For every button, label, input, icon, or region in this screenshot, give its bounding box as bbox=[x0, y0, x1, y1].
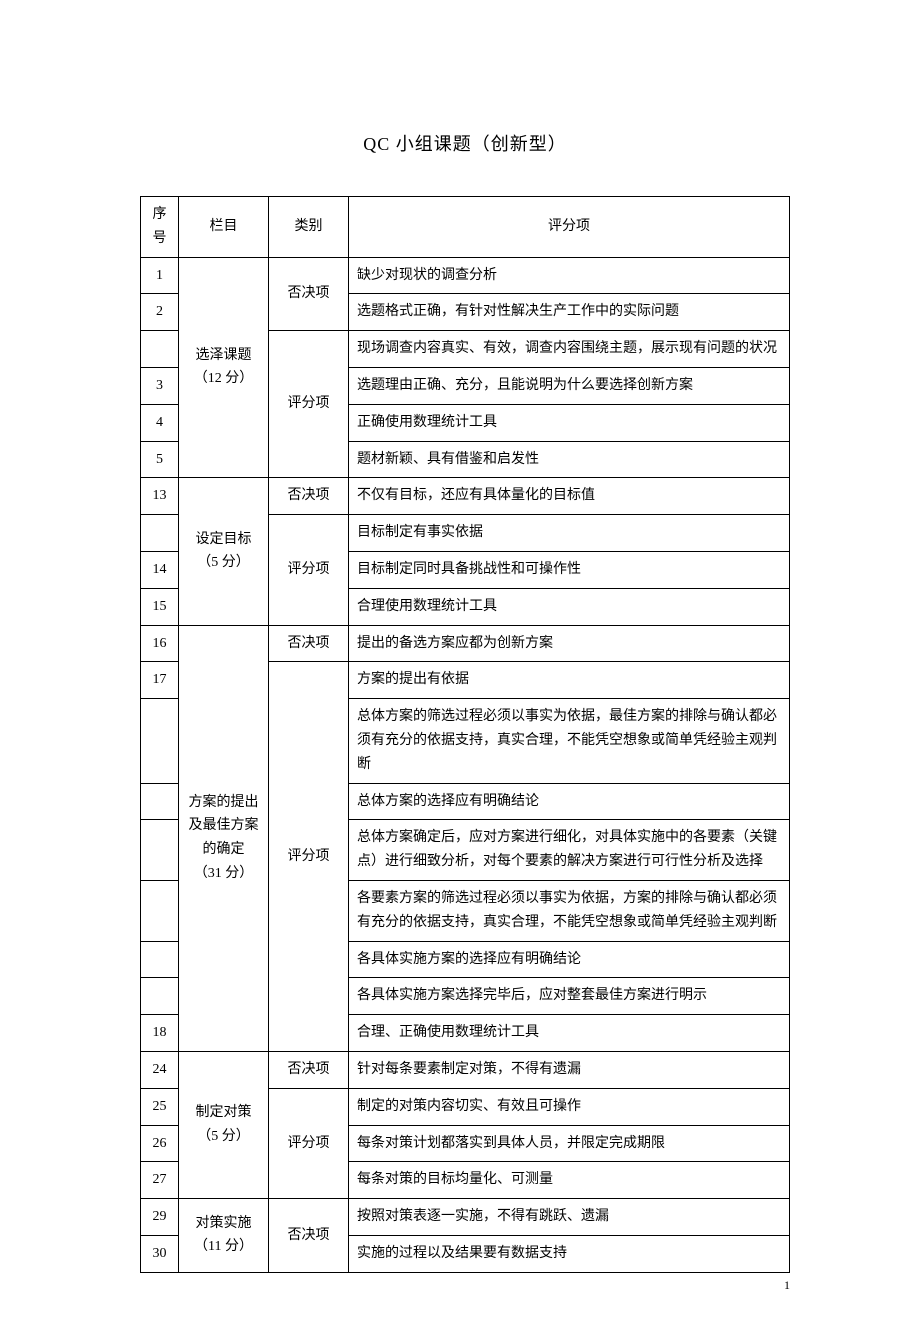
section-points: （12 分） bbox=[194, 371, 254, 386]
cell-item: 每条对策的目标均量化、可测量 bbox=[349, 1162, 790, 1199]
table-header-row: 序号 栏目 类别 评分项 bbox=[141, 197, 790, 258]
cell-category: 评分项 bbox=[269, 515, 349, 625]
cell-category: 评分项 bbox=[269, 331, 349, 478]
section-points: （31 分） bbox=[194, 866, 254, 881]
cell-seq bbox=[141, 978, 179, 1015]
table-row: 24 制定对策 （5 分） 否决项 针对每条要素制定对策，不得有遗漏 bbox=[141, 1051, 790, 1088]
cell-category: 否决项 bbox=[269, 625, 349, 662]
cell-seq: 26 bbox=[141, 1125, 179, 1162]
cell-item: 提出的备选方案应都为创新方案 bbox=[349, 625, 790, 662]
section-points: （5 分） bbox=[197, 1129, 250, 1144]
cell-item: 目标制定有事实依据 bbox=[349, 515, 790, 552]
cell-category: 否决项 bbox=[269, 478, 349, 515]
cell-item: 总体方案确定后，应对方案进行细化，对具体实施中的各要素（关键点）进行细致分析，对… bbox=[349, 820, 790, 881]
section-name: 对策实施 bbox=[196, 1216, 252, 1231]
cell-seq: 30 bbox=[141, 1235, 179, 1272]
cell-item: 正确使用数理统计工具 bbox=[349, 404, 790, 441]
cell-seq bbox=[141, 783, 179, 820]
cell-item: 按照对策表逐一实施，不得有跳跃、遗漏 bbox=[349, 1199, 790, 1236]
section-name: 选泽课题 bbox=[196, 348, 252, 363]
cell-item: 针对每条要素制定对策，不得有遗漏 bbox=[349, 1051, 790, 1088]
cell-item: 每条对策计划都落实到具体人员，并限定完成期限 bbox=[349, 1125, 790, 1162]
cell-item: 各具体实施方案选择完毕后，应对整套最佳方案进行明示 bbox=[349, 978, 790, 1015]
cell-category: 评分项 bbox=[269, 662, 349, 1052]
cell-item: 总体方案的选择应有明确结论 bbox=[349, 783, 790, 820]
scoring-table: 序号 栏目 类别 评分项 1 选泽课题 （12 分） 否决项 缺少对现状的调查分… bbox=[140, 196, 790, 1273]
cell-item: 选题理由正确、充分，且能说明为什么要选择创新方案 bbox=[349, 367, 790, 404]
cell-seq: 16 bbox=[141, 625, 179, 662]
cell-seq: 3 bbox=[141, 367, 179, 404]
header-item: 评分项 bbox=[349, 197, 790, 258]
cell-section: 选泽课题 （12 分） bbox=[179, 257, 269, 478]
cell-seq: 27 bbox=[141, 1162, 179, 1199]
cell-seq: 29 bbox=[141, 1199, 179, 1236]
table-row: 29 对策实施 （11 分） 否决项 按照对策表逐一实施，不得有跳跃、遗漏 bbox=[141, 1199, 790, 1236]
cell-category: 否决项 bbox=[269, 257, 349, 331]
cell-item: 总体方案的筛选过程必须以事实为依据，最佳方案的排除与确认都必须有充分的依据支持，… bbox=[349, 699, 790, 783]
cell-item: 合理使用数理统计工具 bbox=[349, 588, 790, 625]
page: QC 小组课题（创新型） 序号 栏目 类别 评分项 1 选泽课题 （12 分） bbox=[0, 0, 920, 1333]
cell-section: 设定目标 （5 分） bbox=[179, 478, 269, 625]
cell-seq bbox=[141, 515, 179, 552]
section-name: 方案的提出及最佳方案的确定 bbox=[189, 795, 259, 858]
cell-seq bbox=[141, 941, 179, 978]
cell-seq bbox=[141, 699, 179, 783]
section-name: 制定对策 bbox=[196, 1105, 252, 1120]
cell-category: 否决项 bbox=[269, 1199, 349, 1273]
header-category: 类别 bbox=[269, 197, 349, 258]
cell-category: 评分项 bbox=[269, 1088, 349, 1198]
cell-seq bbox=[141, 880, 179, 941]
cell-item: 现场调查内容真实、有效，调查内容围绕主题，展示现有问题的状况 bbox=[349, 331, 790, 368]
cell-item: 制定的对策内容切实、有效且可操作 bbox=[349, 1088, 790, 1125]
cell-item: 实施的过程以及结果要有数据支持 bbox=[349, 1235, 790, 1272]
table-row: 13 设定目标 （5 分） 否决项 不仅有目标，还应有具体量化的目标值 bbox=[141, 478, 790, 515]
cell-item: 选题格式正确，有针对性解决生产工作中的实际问题 bbox=[349, 294, 790, 331]
cell-seq: 14 bbox=[141, 551, 179, 588]
cell-item: 题材新颖、具有借鉴和启发性 bbox=[349, 441, 790, 478]
cell-seq: 25 bbox=[141, 1088, 179, 1125]
cell-seq: 5 bbox=[141, 441, 179, 478]
cell-seq: 2 bbox=[141, 294, 179, 331]
cell-seq: 17 bbox=[141, 662, 179, 699]
cell-seq bbox=[141, 820, 179, 881]
page-number: 1 bbox=[784, 1278, 790, 1293]
section-points: （5 分） bbox=[197, 555, 250, 570]
cell-section: 制定对策 （5 分） bbox=[179, 1051, 269, 1198]
section-name: 设定目标 bbox=[196, 532, 252, 547]
cell-section: 方案的提出及最佳方案的确定 （31 分） bbox=[179, 625, 269, 1051]
cell-item: 不仅有目标，还应有具体量化的目标值 bbox=[349, 478, 790, 515]
header-seq: 序号 bbox=[141, 197, 179, 258]
cell-item: 方案的提出有依据 bbox=[349, 662, 790, 699]
table-row: 1 选泽课题 （12 分） 否决项 缺少对现状的调查分析 bbox=[141, 257, 790, 294]
cell-seq: 1 bbox=[141, 257, 179, 294]
cell-seq: 13 bbox=[141, 478, 179, 515]
page-title: QC 小组课题（创新型） bbox=[140, 130, 790, 156]
cell-item: 各具体实施方案的选择应有明确结论 bbox=[349, 941, 790, 978]
section-points: （11 分） bbox=[194, 1239, 253, 1254]
cell-item: 缺少对现状的调查分析 bbox=[349, 257, 790, 294]
cell-seq: 24 bbox=[141, 1051, 179, 1088]
header-section: 栏目 bbox=[179, 197, 269, 258]
cell-item: 各要素方案的筛选过程必须以事实为依据，方案的排除与确认都必须有充分的依据支持，真… bbox=[349, 880, 790, 941]
cell-seq: 18 bbox=[141, 1015, 179, 1052]
cell-category: 否决项 bbox=[269, 1051, 349, 1088]
cell-seq: 15 bbox=[141, 588, 179, 625]
cell-seq: 4 bbox=[141, 404, 179, 441]
table-row: 16 方案的提出及最佳方案的确定 （31 分） 否决项 提出的备选方案应都为创新… bbox=[141, 625, 790, 662]
cell-section: 对策实施 （11 分） bbox=[179, 1199, 269, 1273]
cell-item: 目标制定同时具备挑战性和可操作性 bbox=[349, 551, 790, 588]
cell-item: 合理、正确使用数理统计工具 bbox=[349, 1015, 790, 1052]
cell-seq bbox=[141, 331, 179, 368]
